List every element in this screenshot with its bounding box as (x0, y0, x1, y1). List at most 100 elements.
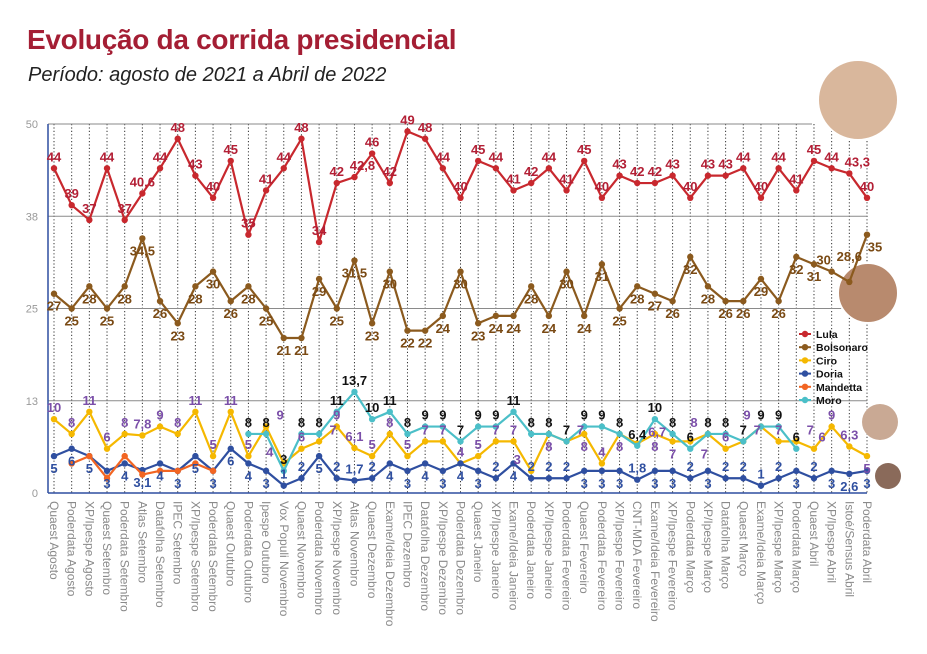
doria-data-label: 3 (616, 476, 623, 491)
doria-data-label: 2,6 (840, 479, 858, 494)
moro-data-label: 7 (457, 422, 464, 437)
lula-point (828, 165, 835, 172)
doria-point (386, 460, 394, 467)
lula-point (863, 194, 871, 201)
lula-data-label: 41 (259, 171, 273, 186)
doria-data-label: 4 (121, 468, 129, 483)
ciro-data-label: 7,8 (133, 416, 151, 431)
bolsonaro-data-label: 28 (701, 291, 715, 306)
bolsonaro-data-label: 26 (153, 306, 167, 321)
ciro-data-label: 7 (754, 422, 761, 437)
doria-point (581, 467, 588, 475)
bolsonaro-data-label: 34,5 (130, 243, 155, 258)
x-tick-label: XP/Ipespe Novembro (330, 501, 344, 615)
x-tick-label: Exame/Ideia Março (754, 501, 768, 605)
bolsonaro-data-label: 24 (489, 321, 504, 336)
doria-legend-marker (801, 370, 809, 377)
moro-point (510, 408, 517, 416)
doria-point (121, 460, 128, 467)
ciro-point (510, 438, 517, 445)
bolsonaro-point (651, 290, 659, 297)
mandetta-point (192, 460, 199, 467)
moro-point (722, 430, 729, 438)
moro-data-label: 8 (722, 415, 729, 430)
ciro-data-label: 4 (598, 444, 606, 459)
bolsonaro-point (581, 312, 588, 320)
lula-point (174, 135, 181, 142)
doria-point (492, 475, 500, 482)
doria-point (262, 467, 270, 475)
mandetta-legend-marker (801, 383, 809, 390)
x-tick-label: XP/Ipespe Janeiro (542, 501, 556, 599)
bolsonaro-point (669, 297, 676, 305)
lula-data-label: 43,3 (845, 154, 870, 169)
lula-photo (817, 59, 899, 141)
moro-data-label: 9 (581, 408, 588, 423)
doria-point (634, 476, 641, 483)
y-tick-label: 25 (26, 304, 38, 316)
lula-point (227, 157, 234, 165)
doria-data-label: 3 (863, 476, 870, 491)
lula-point (651, 179, 659, 187)
x-tick-label: Poderdata Fevereiro (560, 501, 574, 611)
doria-point (457, 460, 464, 467)
y-tick-label: 38 (26, 211, 38, 223)
bolsonaro-point (280, 334, 287, 342)
bolsonaro-point (793, 253, 800, 261)
lula-data-label: 44 (47, 149, 62, 164)
lula-point (616, 172, 623, 179)
x-tick-label: Poderdata Dezembro (454, 501, 468, 615)
bolsonaro-photo (837, 262, 899, 324)
bolsonaro-point (545, 312, 553, 320)
moro-data-label: 13,7 (342, 373, 367, 388)
lula-point (121, 216, 128, 224)
moro-data-label: 8 (616, 415, 623, 430)
lula-point (581, 157, 588, 165)
moro-data-label: 9 (492, 408, 499, 423)
y-tick-label: 13 (26, 396, 38, 408)
lula-point (545, 165, 553, 172)
lula-point (527, 179, 535, 187)
ciro-data-label: 7 (577, 422, 584, 437)
bolsonaro-legend-label: Bolsonaro (816, 342, 868, 354)
lula-data-label: 49 (400, 112, 414, 127)
ciro-point (174, 430, 181, 438)
bolsonaro-point (704, 283, 712, 290)
bolsonaro-data-label: 25 (100, 314, 114, 329)
bolsonaro-data-label: 22 (418, 336, 432, 351)
x-tick-label: Quaest Novembro (294, 501, 308, 599)
ciro-data-label: 3 (514, 452, 521, 467)
series-lines (50, 128, 871, 489)
ciro-point (139, 432, 146, 439)
doria-data-label: 4 (422, 468, 430, 483)
doria-point (793, 467, 800, 475)
bolsonaro-point (634, 283, 641, 290)
moro-point (368, 416, 376, 423)
x-tick-label: Poderdata Março (789, 501, 803, 593)
y-tick-label: 50 (26, 119, 38, 131)
x-tick-label: Datafolha Setembro (153, 501, 167, 608)
ciro-data-label: 7 (422, 422, 429, 437)
doria-data-label: 2 (492, 459, 499, 474)
x-tick-label: Poderdata Outubro (241, 501, 255, 603)
ciro-data-label: 5 (369, 437, 376, 452)
ciro-data-label: 9 (828, 408, 835, 423)
ciro-point (439, 438, 447, 445)
doria-point (510, 460, 517, 467)
bolsonaro-data-label: 28 (82, 291, 96, 306)
ciro-data-label: 4 (457, 444, 465, 459)
ciro-data-label: 11 (189, 393, 203, 408)
bolsonaro-point (298, 334, 305, 342)
bolsonaro-point (527, 283, 535, 290)
doria-point (757, 482, 765, 489)
bolsonaro-point (404, 327, 411, 334)
lula-data-label: 41 (559, 171, 573, 186)
x-tick-label: Quaest Agosto (47, 501, 61, 580)
lula-data-label: 45 (471, 142, 485, 157)
doria-data-label: 4 (386, 468, 394, 483)
bolsonaro-data-label: 26 (771, 306, 785, 321)
lula-data-label: 42 (383, 164, 397, 179)
lula-point (50, 165, 58, 172)
moro-data-label: 9 (422, 408, 429, 423)
